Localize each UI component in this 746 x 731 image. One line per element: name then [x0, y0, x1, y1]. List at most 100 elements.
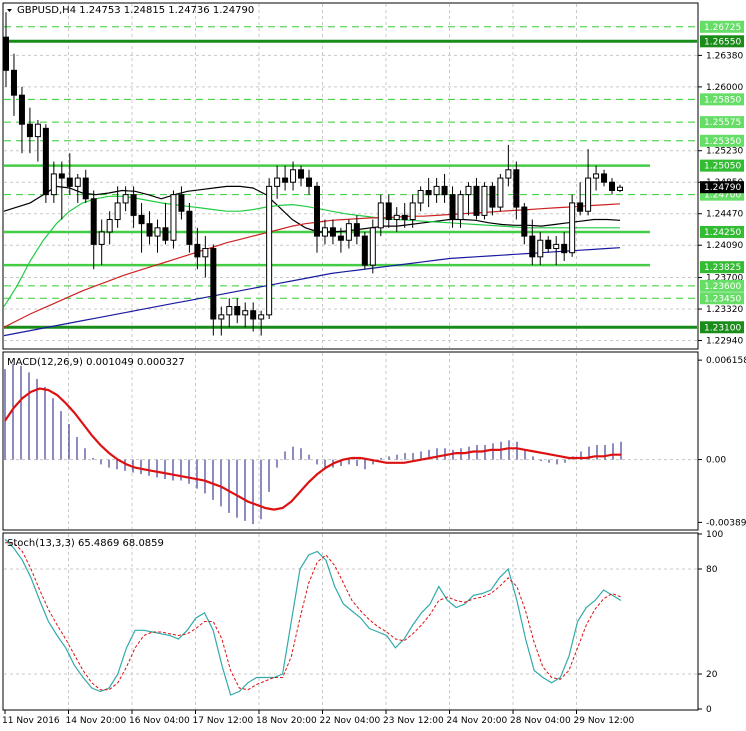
- candle-bull: [553, 243, 560, 250]
- candle-bull: [417, 190, 424, 204]
- candle-bear: [90, 198, 97, 245]
- time-tick-label: 11 Nov 2016: [2, 716, 60, 726]
- time-tick-label: 17 Nov 12:00: [193, 716, 254, 726]
- macd-title: MACD(12,26,9) 0.001049 0.000327: [7, 357, 185, 368]
- candle-bear: [489, 185, 496, 208]
- price-panel-frame: [2, 2, 699, 350]
- candle-bull: [74, 177, 81, 187]
- candle-bull: [274, 177, 281, 187]
- macd-tick-label: 0.00: [706, 456, 726, 466]
- level-price-tag: [700, 35, 744, 48]
- candle-bear: [194, 243, 201, 258]
- stoch-tick-label: 100: [706, 530, 723, 540]
- candle-bear: [521, 206, 528, 237]
- candle-bear: [449, 194, 456, 221]
- candle-bull: [465, 185, 472, 196]
- level-price-label: 1.23825: [704, 263, 741, 273]
- level-price-tag: [700, 93, 744, 106]
- level-price-label: 1.23100: [704, 323, 741, 333]
- candle-bull: [345, 223, 352, 241]
- candle-bear: [353, 223, 360, 237]
- symbol-arrow-icon: [7, 9, 12, 12]
- candle-bull: [393, 214, 400, 221]
- candle-bear: [234, 306, 241, 316]
- candle-bear: [473, 185, 480, 216]
- price-tick-label: 1.23700: [706, 274, 743, 284]
- time-tick-label: 14 Nov 20:00: [66, 716, 127, 726]
- candle-bull: [481, 185, 488, 216]
- candle-bear: [210, 248, 217, 320]
- candlesticks: [3, 12, 623, 336]
- candle-bull: [34, 123, 41, 138]
- candle-bull: [106, 219, 113, 233]
- macd-indicator: [4, 364, 622, 525]
- stoch-k-line: [4, 538, 622, 696]
- candle-bear: [186, 210, 193, 245]
- candle-bear: [138, 214, 145, 225]
- candle-bear: [529, 235, 536, 258]
- grid-lines: [4, 4, 697, 709]
- stoch-tick-label: 20: [706, 670, 718, 680]
- price-axis: 1.263801.260001.252301.248501.244701.240…: [698, 20, 746, 715]
- candle-bear: [130, 194, 137, 216]
- price-tick-label: 1.25230: [706, 147, 743, 157]
- level-price-tag: [700, 261, 744, 274]
- candle-bull: [537, 239, 544, 258]
- candle-bull: [170, 194, 177, 241]
- macd-signal-line: [4, 387, 621, 511]
- level-price-label: 1.24250: [704, 228, 741, 238]
- time-tick-label: 16 Nov 04:00: [129, 716, 190, 726]
- candle-bull: [377, 202, 384, 229]
- candle-bull: [122, 194, 129, 204]
- level-price-tag: [700, 225, 744, 238]
- candle-bear: [58, 173, 65, 179]
- macd-panel-frame: [2, 351, 699, 531]
- price-tick-label: 1.24090: [706, 241, 743, 251]
- moving-average-black: [3, 185, 621, 233]
- time-axis: 11 Nov 2016 14 Nov 20:00 16 Nov 04:00 17 No…: [2, 710, 634, 726]
- candle-bear: [577, 202, 584, 212]
- level-price-label: 1.23600: [704, 282, 741, 292]
- candle-bull: [585, 177, 592, 212]
- level-price-label: 1.25575: [704, 118, 741, 128]
- candle-bear: [250, 310, 257, 320]
- candle-bull: [433, 185, 440, 196]
- candle-bull: [266, 185, 273, 316]
- time-tick-label: 18 Nov 20:00: [256, 716, 317, 726]
- time-tick-label: 24 Nov 20:00: [447, 716, 508, 726]
- candle-bull: [409, 202, 416, 221]
- macd-tick-label: 0.006158: [706, 356, 746, 366]
- level-price-label: 1.24700: [704, 191, 741, 201]
- level-price-tag: [700, 159, 744, 172]
- main-title: GBPUSD,H4 1.24753 1.24815 1.24736 1.2479…: [17, 5, 254, 16]
- candle-bull: [50, 173, 57, 196]
- level-price-tag: [700, 321, 744, 334]
- candle-bear: [601, 173, 608, 183]
- time-tick-label: 22 Nov 04:00: [320, 716, 381, 726]
- candle-bull: [593, 173, 600, 179]
- candle-bull: [369, 227, 376, 266]
- candle-bear: [42, 127, 49, 196]
- level-price-label: 1.26550: [704, 37, 741, 47]
- level-price-tag: [700, 20, 744, 33]
- stoch-panel-frame: [2, 532, 699, 711]
- stochastic-indicator: [4, 538, 622, 696]
- level-price-label: 1.25050: [704, 162, 741, 172]
- candle-bear: [329, 227, 336, 237]
- candle-bull: [505, 169, 512, 179]
- candle-bull: [497, 177, 504, 208]
- candle-bear: [545, 239, 552, 250]
- candle-bear: [313, 185, 320, 237]
- candle-bull: [218, 314, 225, 320]
- time-tick-label: 23 Nov 12:00: [383, 716, 444, 726]
- candle-bear: [401, 214, 408, 221]
- candle-bull: [98, 231, 105, 245]
- stoch-tick-label: 0: [706, 705, 712, 715]
- candle-bull: [226, 306, 233, 316]
- price-tick-label: 1.23320: [706, 305, 743, 315]
- candle-bull: [114, 202, 121, 221]
- price-tick-label: 1.26380: [706, 51, 743, 61]
- candle-bear: [3, 36, 9, 71]
